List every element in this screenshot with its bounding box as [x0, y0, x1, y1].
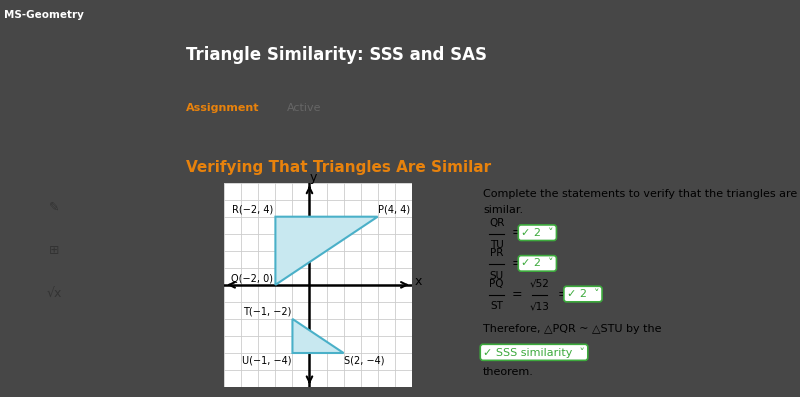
Text: Complete the statements to verify that the triangles are: Complete the statements to verify that t…: [483, 189, 798, 199]
Text: Assignment: Assignment: [186, 103, 260, 113]
Text: Triangle Similarity: SSS and SAS: Triangle Similarity: SSS and SAS: [186, 46, 487, 64]
Text: ST: ST: [490, 301, 503, 311]
Text: PQ: PQ: [490, 279, 504, 289]
Text: ✓ 2  ˅: ✓ 2 ˅: [521, 228, 554, 238]
Text: U(−1, −4): U(−1, −4): [242, 356, 291, 366]
Text: SU: SU: [490, 270, 504, 281]
Text: Q(−2, 0): Q(−2, 0): [231, 273, 273, 283]
Text: ✓ SSS similarity  ˅: ✓ SSS similarity ˅: [483, 347, 585, 358]
Text: T(−1, −2): T(−1, −2): [243, 306, 291, 316]
Text: PR: PR: [490, 248, 503, 258]
Text: y: y: [310, 172, 317, 184]
Text: P(4, 4): P(4, 4): [378, 204, 410, 215]
Text: =: =: [512, 226, 522, 239]
Text: theorem.: theorem.: [483, 367, 534, 377]
Text: ✓ 2  ˅: ✓ 2 ˅: [566, 289, 599, 299]
Text: ✎: ✎: [49, 201, 59, 214]
Text: √x: √x: [46, 287, 62, 300]
Text: =: =: [512, 257, 522, 270]
Text: =: =: [558, 287, 568, 301]
Text: ✓ 2  ˅: ✓ 2 ˅: [521, 258, 554, 268]
Text: R(−2, 4): R(−2, 4): [231, 204, 273, 215]
Polygon shape: [275, 217, 378, 285]
Text: Verifying That Triangles Are Similar: Verifying That Triangles Are Similar: [186, 160, 491, 175]
Text: Active: Active: [286, 103, 321, 113]
Text: Therefore, △PQR ~ △STU by the: Therefore, △PQR ~ △STU by the: [483, 324, 662, 334]
Text: S(2, −4): S(2, −4): [345, 356, 385, 366]
Text: similar.: similar.: [483, 205, 523, 215]
Text: ⊞: ⊞: [49, 244, 59, 257]
Text: MS-Geometry: MS-Geometry: [4, 10, 84, 20]
Text: √13: √13: [530, 301, 550, 311]
Text: TU: TU: [490, 240, 503, 250]
Text: √52: √52: [530, 279, 550, 289]
Text: x: x: [414, 275, 422, 288]
Polygon shape: [293, 319, 343, 353]
Text: QR: QR: [489, 218, 505, 227]
Text: =: =: [512, 287, 522, 301]
